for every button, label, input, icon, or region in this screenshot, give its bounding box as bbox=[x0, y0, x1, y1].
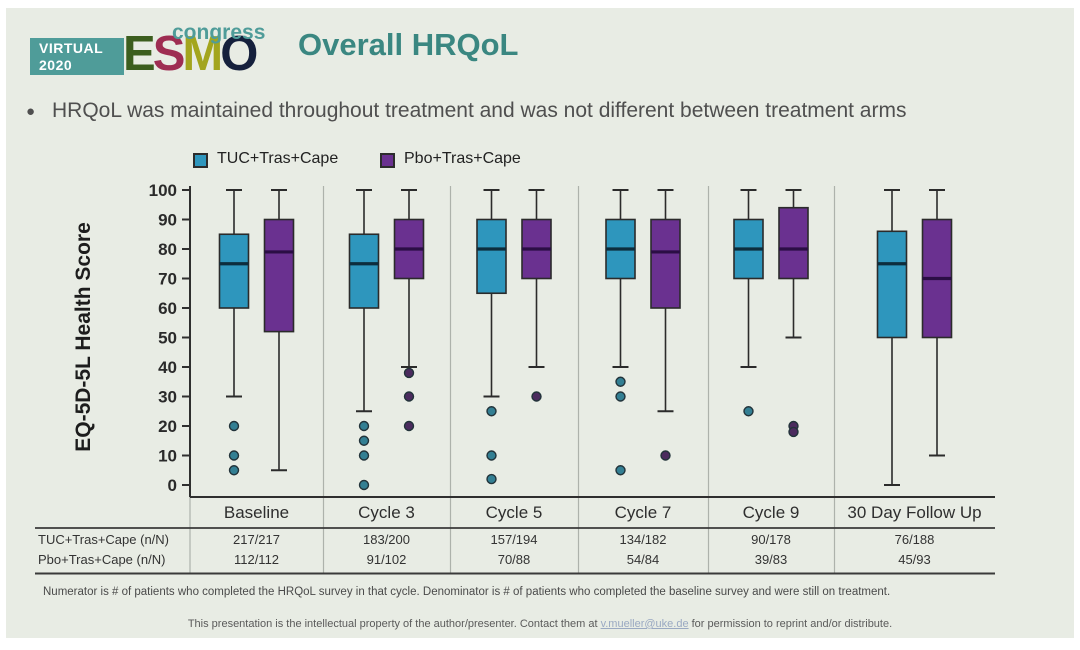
y-tick-label: 0 bbox=[168, 476, 177, 495]
outlier-dot bbox=[358, 450, 370, 461]
table-column-header: Cycle 9 bbox=[742, 503, 800, 522]
legend-swatch-tuc bbox=[193, 153, 208, 168]
table-cell: 45/93 bbox=[898, 552, 931, 567]
outlier-dot bbox=[486, 473, 497, 485]
congress-label: congress bbox=[172, 21, 266, 44]
table-cell: 70/88 bbox=[497, 552, 531, 567]
page-title: Overall HRQoL bbox=[298, 27, 519, 62]
outlier-dot bbox=[403, 367, 415, 379]
outlier-dot bbox=[228, 465, 240, 476]
virtual-2020-badge: VIRTUAL 2020 bbox=[30, 38, 124, 75]
table-column-header: Cycle 7 bbox=[614, 503, 672, 522]
iqr-box bbox=[476, 218, 507, 295]
esmo-letter-m: M bbox=[182, 27, 223, 81]
table-cell: 76/188 bbox=[894, 532, 935, 547]
table-cell: 217/217 bbox=[233, 532, 280, 547]
year-label: 2020 bbox=[39, 56, 73, 73]
footnote: Numerator is # of patients who completed… bbox=[43, 586, 891, 598]
table-cell: 112/112 bbox=[233, 552, 280, 567]
outlier-dot bbox=[660, 450, 671, 461]
table-column-header: Cycle 3 bbox=[358, 503, 415, 522]
outlier-dot bbox=[403, 420, 415, 432]
outlier-dot bbox=[228, 450, 240, 461]
y-tick-label: 100 bbox=[149, 181, 177, 200]
table-column-header: 30 Day Follow Up bbox=[847, 503, 982, 522]
outlier-dot bbox=[615, 391, 626, 402]
box-group-TUC+Tras+Cape-Baseline bbox=[218, 189, 250, 476]
box-group-TUC+Tras+Cape-Cycle 9 bbox=[733, 189, 764, 417]
box-group-TUC+Tras+Cape-Cycle 5 bbox=[476, 189, 507, 485]
outlier-dot bbox=[358, 479, 370, 491]
esmo-wordmark: ESMO bbox=[123, 27, 258, 81]
esmo-letter-e: E bbox=[123, 27, 156, 81]
outlier-dot bbox=[788, 426, 799, 438]
table-column-header: Baseline bbox=[223, 503, 290, 522]
y-tick-label: 60 bbox=[158, 299, 177, 318]
esmo-letter-o: O bbox=[220, 27, 258, 81]
disclaimer-suffix: for permission to reprint and/or distrib… bbox=[688, 618, 893, 630]
box-group-Pbo+Tras+Cape-30 Day Follow Up bbox=[921, 189, 953, 457]
box-group-Pbo+Tras+Cape-Baseline bbox=[263, 189, 295, 472]
box-group-TUC+Tras+Cape-30 Day Follow Up bbox=[876, 189, 908, 486]
box-group-Pbo+Tras+Cape-Cycle 9 bbox=[778, 189, 809, 438]
y-tick-label: 40 bbox=[158, 358, 177, 377]
outlier-dot bbox=[615, 376, 626, 387]
outlier-dot bbox=[403, 391, 415, 402]
table-cell: 183/200 bbox=[363, 532, 410, 547]
esmo-letter-s: S bbox=[152, 27, 186, 81]
y-tick-label: 80 bbox=[158, 240, 177, 259]
legend-swatch-pbo bbox=[380, 153, 395, 168]
y-tick-label: 90 bbox=[158, 211, 177, 230]
bullet-text: HRQoL was maintained throughout treatmen… bbox=[52, 99, 907, 122]
iqr-box bbox=[650, 218, 681, 309]
outlier-dot bbox=[531, 391, 542, 402]
box-group-Pbo+Tras+Cape-Cycle 5 bbox=[521, 189, 552, 402]
iqr-box bbox=[778, 206, 809, 280]
y-axis-title: EQ-5D-5L Health Score bbox=[72, 222, 95, 452]
table-cell: 134/182 bbox=[619, 532, 667, 547]
outlier-dot bbox=[486, 406, 497, 417]
legend-label-tuc: TUC+Tras+Cape bbox=[217, 150, 339, 167]
iqr-box bbox=[348, 233, 380, 309]
table-cell: 54/84 bbox=[626, 552, 660, 567]
y-tick-label: 20 bbox=[158, 417, 177, 436]
outlier-dot bbox=[358, 435, 370, 446]
outlier-dot bbox=[743, 406, 754, 417]
box-group-TUC+Tras+Cape-Cycle 3 bbox=[348, 189, 380, 491]
contact-email-link[interactable]: v.mueller@uke.de bbox=[600, 618, 689, 630]
iqr-box bbox=[218, 233, 250, 309]
y-tick-label: 30 bbox=[158, 388, 177, 407]
key-finding-bullet: ● HRQoL was maintained throughout treatm… bbox=[26, 99, 1056, 123]
table-cell: 39/83 bbox=[754, 552, 788, 567]
iqr-box bbox=[263, 218, 295, 333]
table-cell: 90/178 bbox=[751, 532, 791, 547]
outlier-dot bbox=[615, 465, 626, 476]
table-cell: 157/194 bbox=[490, 532, 538, 547]
y-tick-label: 10 bbox=[158, 447, 177, 466]
legend-label-pbo: Pbo+Tras+Cape bbox=[404, 150, 521, 167]
disclaimer: This presentation is the intellectual pr… bbox=[0, 618, 1080, 630]
table-column-header: Cycle 5 bbox=[485, 503, 543, 522]
outlier-dot bbox=[228, 420, 240, 432]
box-group-TUC+Tras+Cape-Cycle 7 bbox=[605, 189, 636, 476]
iqr-box bbox=[876, 230, 908, 339]
virtual-label: VIRTUAL bbox=[39, 40, 104, 57]
disclaimer-prefix: This presentation is the intellectual pr… bbox=[187, 618, 601, 630]
box-group-Pbo+Tras+Cape-Cycle 3 bbox=[393, 189, 425, 432]
y-tick-label: 70 bbox=[158, 270, 177, 289]
outlier-dot bbox=[358, 420, 370, 432]
bullet-icon: ● bbox=[26, 103, 36, 120]
y-tick-label: 50 bbox=[158, 329, 177, 348]
table-cell: 91/102 bbox=[366, 552, 407, 567]
box-group-Pbo+Tras+Cape-Cycle 7 bbox=[650, 189, 681, 461]
outlier-dot bbox=[486, 450, 497, 461]
table-row-header: Pbo+Tras+Cape (n/N) bbox=[38, 552, 166, 567]
table-row-header: TUC+Tras+Cape (n/N) bbox=[38, 532, 169, 547]
